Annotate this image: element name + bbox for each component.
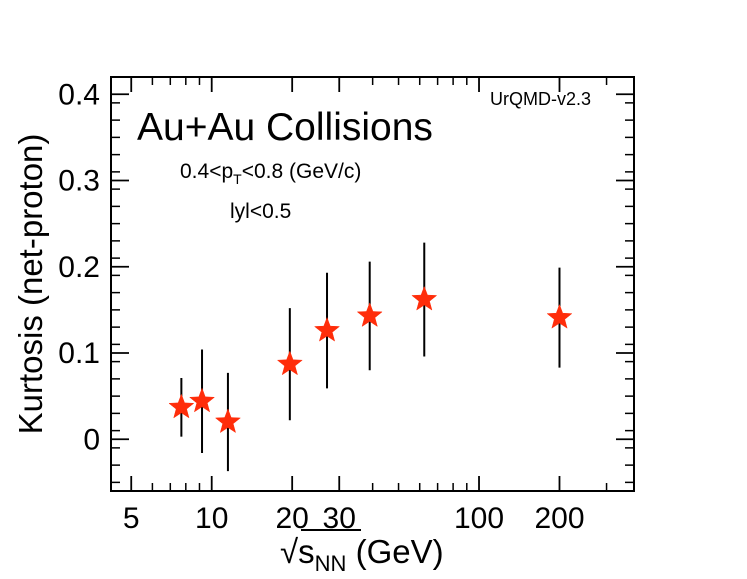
x-axis-main: s	[298, 533, 315, 570]
x-axis-label: √sNN (GeV)	[280, 533, 444, 576]
rapidity-annotation: lyl<0.5	[230, 200, 291, 223]
data-point-star-7	[411, 285, 438, 311]
y-tick-label: 0	[83, 423, 100, 456]
x-tick-label: 10	[195, 502, 228, 535]
y-tick-label: 0.3	[58, 165, 100, 198]
y-tick-label: 0.1	[58, 337, 100, 370]
model-label: UrQMD-v2.3	[490, 89, 591, 109]
data-point-star-6	[356, 302, 383, 328]
x-axis-subscript: NN	[315, 551, 347, 576]
pt-range-subscript: T	[233, 171, 242, 187]
data-point-star-1	[168, 393, 195, 419]
y-axis-label: Kurtosis (net-proton)	[12, 134, 49, 435]
pt-range-prefix: 0.4<p	[180, 160, 233, 183]
data-point-star-5	[313, 316, 341, 342]
y-tick-label: 0.2	[58, 251, 100, 284]
data-point-star-8	[546, 303, 573, 329]
x-axis-sqrt-symbol: √	[280, 533, 299, 570]
x-axis-suffix: (GeV)	[346, 533, 443, 570]
data-point-star-2	[188, 387, 216, 413]
data-point-star-3	[214, 408, 241, 434]
x-tick-label: 5	[123, 502, 140, 535]
chart-title: Au+Au Collisions	[137, 106, 433, 149]
x-tick-label: 100	[454, 502, 504, 535]
pt-range-annotation: 0.4<pT<0.8 (GeV/c)	[180, 160, 361, 187]
plot-frame	[110, 76, 635, 492]
y-tick-label: 0.4	[58, 78, 100, 111]
data-point-star-4	[276, 350, 303, 376]
x-tick-label: 200	[534, 502, 584, 535]
pt-range-suffix: <0.8 (GeV/c)	[242, 160, 362, 183]
